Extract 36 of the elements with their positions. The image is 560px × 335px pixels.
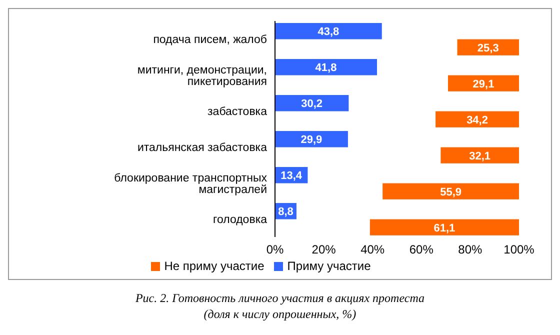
x-tick-label: 80%: [458, 242, 483, 257]
bar: [436, 111, 519, 128]
data-label: 8,8: [278, 206, 294, 218]
bar: [382, 183, 519, 200]
data-label: 29,1: [472, 78, 494, 90]
text: (доля к числу опрошенных, %): [202, 306, 358, 322]
bar: [440, 147, 519, 164]
bar: [457, 39, 519, 56]
data-label: 25,3: [477, 42, 499, 54]
data-label: 43,8: [318, 26, 340, 38]
y-tick-label: подача писем, жалоб: [153, 34, 268, 46]
legend-label: Не приму участие: [164, 259, 264, 273]
bar: [370, 219, 519, 236]
data-label: 30,2: [301, 98, 323, 110]
x-tick-label: 100%: [504, 242, 535, 257]
x-tick-label: 0%: [266, 242, 284, 257]
y-tick-label: митинги, демонстрации, пикетирования: [137, 64, 267, 88]
data-label: 32,1: [469, 150, 491, 162]
text: Рис. 2. Готовность личного участия в акциях протеста: [134, 290, 426, 306]
bar: [448, 75, 519, 92]
bar: [275, 23, 382, 40]
data-label: 29,9: [300, 134, 322, 146]
legend-label: Приму участие: [287, 259, 371, 273]
y-tick-label: блокирование транспортных магистралей: [114, 172, 268, 196]
bar: [275, 59, 377, 76]
x-tick-label: 20%: [312, 242, 336, 257]
data-label: 55,9: [440, 186, 462, 198]
x-tick-label: 40%: [360, 242, 385, 257]
data-label: 13,4: [280, 170, 303, 182]
data-label: 34,2: [466, 114, 488, 126]
data-label: 61,1: [434, 222, 456, 234]
y-tick-label: забастовка: [208, 106, 268, 118]
y-tick-label: голодовка: [213, 214, 268, 226]
data-label: 41,8: [315, 62, 337, 74]
x-tick-label: 60%: [409, 242, 434, 257]
y-tick-label: итальянская забастовка: [137, 142, 268, 154]
